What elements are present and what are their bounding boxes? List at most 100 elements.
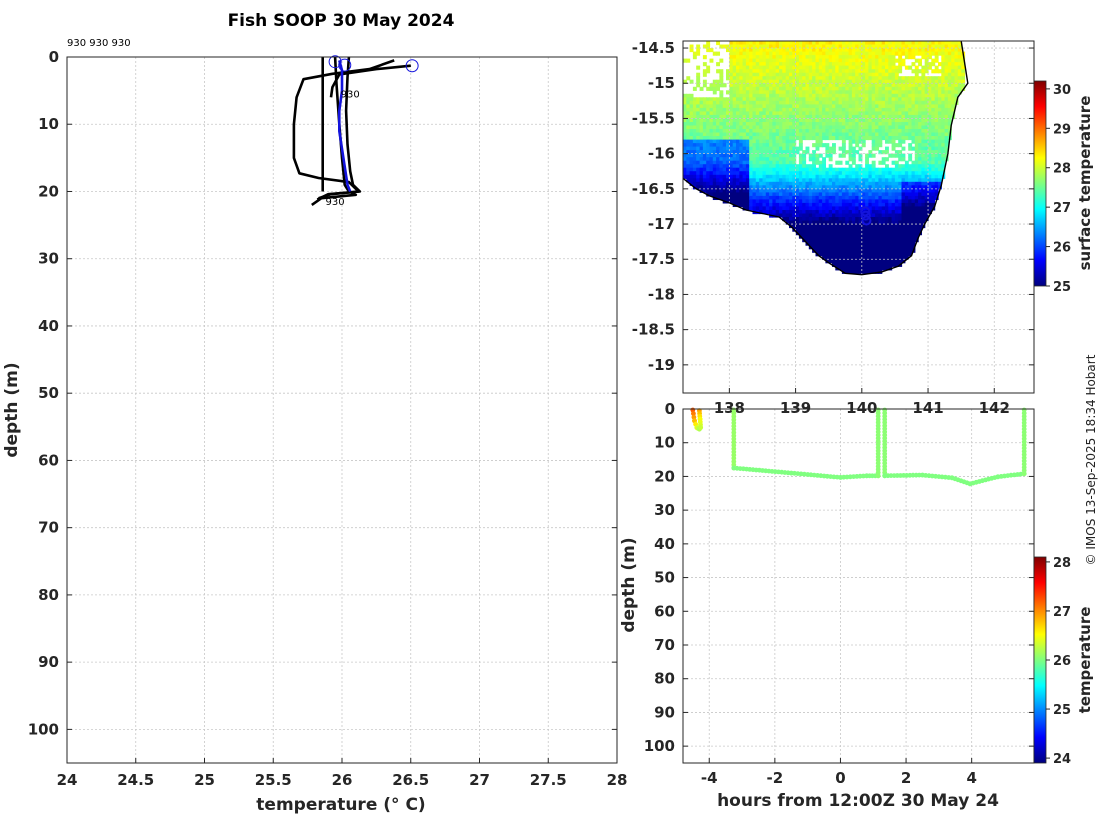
map-heat-cell: [835, 76, 840, 81]
map-heat-cell: [762, 195, 767, 201]
map-heat-cell: [785, 188, 790, 193]
map-heat-cell: [828, 114, 833, 120]
map-heat-cell: [798, 48, 803, 53]
map-heat-cell: [808, 41, 813, 46]
map-heat-cell: [954, 83, 959, 88]
map-heat-cell: [683, 125, 687, 130]
map-heat-cell: [908, 104, 913, 109]
map-heat-cell: [875, 178, 880, 183]
map-heat-cell: [822, 122, 827, 127]
map-heat-cell: [957, 62, 962, 67]
map-heat-cell: [898, 174, 903, 179]
map-heat-cell: [699, 136, 704, 141]
map-heat-cell: [861, 69, 866, 74]
map-heat-cell: [858, 171, 863, 176]
map-heat-cell: [904, 231, 909, 236]
map-heat-cell: [875, 132, 880, 137]
map-heat-cell: [722, 188, 727, 193]
map-heat-cell: [789, 72, 793, 77]
map-heat-cell: [772, 58, 777, 63]
map-heat-cell: [868, 262, 873, 267]
map-heat-cell: [719, 83, 724, 88]
map-heat-cell: [941, 97, 946, 102]
map-heat-cell: [722, 97, 727, 102]
map-heat-cell: [752, 90, 757, 95]
map-heat-cell: [871, 167, 876, 172]
map-heat-cell: [835, 238, 840, 243]
map-heat-cell: [795, 118, 800, 123]
map-heat-cell: [815, 104, 820, 109]
map-heat-cell: [934, 83, 939, 88]
map-heat-cell: [888, 107, 893, 113]
map-heat-cell: [891, 44, 896, 49]
map-heat-cell: [739, 192, 744, 197]
map-heat-cell: [712, 171, 717, 176]
map-heat-cell: [696, 136, 701, 141]
map-heat-cell: [835, 58, 840, 63]
map-heat-cell: [908, 79, 913, 84]
map-heat-cell: [898, 181, 903, 186]
map-heat-cell: [914, 206, 919, 211]
map-heat-cell: [802, 213, 807, 218]
map-heat-cell: [957, 83, 962, 88]
map-heat-cell: [692, 178, 697, 183]
map-heat-cell: [822, 143, 827, 148]
map-heat-cell: [808, 220, 813, 225]
map-heat-cell: [769, 199, 774, 204]
map-heat-cell: [822, 44, 827, 49]
track-y-tick-label: 100: [644, 737, 675, 755]
map-heat-cell: [732, 188, 737, 193]
map-heat-cell: [775, 90, 780, 95]
map-heat-cell: [716, 125, 721, 130]
map-heat-cell: [706, 114, 711, 120]
map-heat-cell: [908, 146, 913, 151]
map-heat-cell: [914, 174, 919, 179]
map-heat-cell: [885, 97, 889, 102]
map-heat-cell: [686, 111, 691, 116]
map-heat-cell: [851, 178, 856, 183]
map-heat-cell: [828, 195, 833, 201]
map-heat-cell: [706, 48, 711, 53]
map-heat-cell: [822, 210, 827, 215]
map-heat-cell: [838, 174, 843, 179]
map-heat-cell: [845, 231, 850, 236]
map-heat-cell: [822, 160, 827, 165]
map-heat-cell: [729, 97, 734, 102]
map-heat-cell: [696, 100, 701, 105]
map-heat-cell: [894, 167, 899, 172]
map-heat-cell: [881, 220, 886, 225]
map-heat-cell: [772, 83, 777, 88]
map-heat-cell: [845, 107, 850, 113]
map-heat-cell: [716, 114, 721, 120]
map-heat-cell: [858, 185, 863, 190]
map-heat-cell: [878, 51, 883, 56]
map-heat-cell: [689, 164, 694, 169]
map-heat-cell: [888, 83, 893, 88]
map-heat-cell: [818, 178, 823, 183]
map-heat-cell: [928, 65, 932, 70]
map-heat-cell: [782, 86, 787, 91]
map-heat-cell: [765, 62, 770, 67]
map-heat-cell: [742, 185, 747, 190]
map-heat-cell: [835, 227, 840, 232]
map-heat-cell: [855, 132, 860, 137]
map-heat-cell: [871, 72, 876, 77]
map-heat-cell: [755, 171, 760, 176]
map-heat-cell: [931, 62, 936, 67]
map-heat-cell: [769, 114, 774, 120]
map-heat-cell: [914, 220, 919, 225]
map-heat-cell: [934, 114, 939, 120]
map-heat-cell: [752, 72, 757, 77]
map-heat-cell: [898, 227, 903, 232]
map-heat-cell: [782, 90, 787, 95]
map-heat-cell: [818, 160, 823, 165]
map-y-ticks: -14.5-15-15.5-16-16.5-17-17.5-18-18.5-19: [632, 39, 1034, 374]
map-heat-cell: [699, 132, 704, 137]
map-heat-cell: [865, 220, 870, 225]
map-heat-cell: [736, 114, 740, 120]
map-heat-cell: [812, 213, 817, 218]
map-heat-cell: [692, 118, 697, 123]
map-heat-cell: [749, 125, 754, 130]
map-heat-cell: [752, 69, 757, 74]
map-heat-cell: [848, 83, 853, 88]
